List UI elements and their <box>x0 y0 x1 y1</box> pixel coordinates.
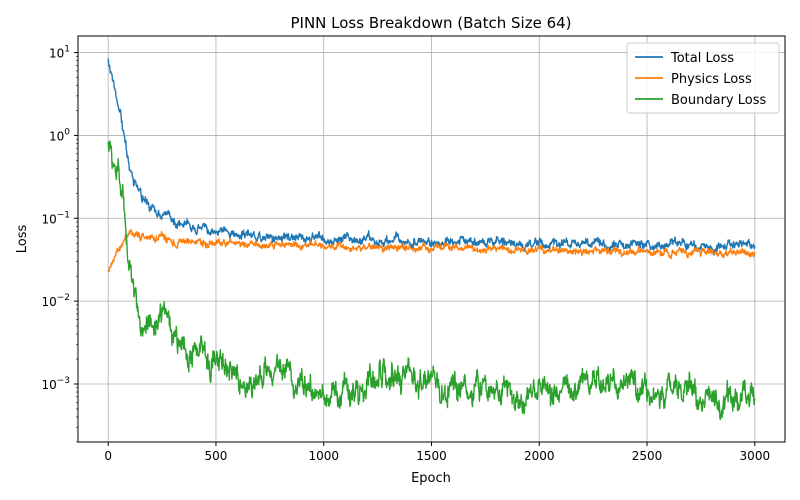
legend: Total Loss Physics Loss Boundary Loss <box>626 42 780 114</box>
y-tick-label: 10−2 <box>41 293 70 309</box>
legend-label: Total Loss <box>670 51 734 66</box>
legend-label: Boundary Loss <box>671 93 766 108</box>
y-tick-exponent: −3 <box>57 376 70 386</box>
series-line-physics-loss <box>107 229 756 273</box>
y-tick-exponent: 0 <box>64 127 70 137</box>
series-line-boundary-loss <box>107 140 756 421</box>
x-tick-label: 2500 <box>632 449 663 463</box>
y-tick-base: 10 <box>41 212 56 226</box>
x-tick-label: 500 <box>204 449 227 463</box>
y-tick-base: 10 <box>49 129 64 143</box>
series-line-total-loss <box>107 58 756 256</box>
x-tick-label: 0 <box>104 449 112 463</box>
y-tick-exponent: 1 <box>64 45 70 55</box>
y-tick-label: 10−1 <box>41 210 70 226</box>
y-tick-base: 10 <box>41 295 56 309</box>
legend-box <box>626 42 780 114</box>
y-tick-exponent: −2 <box>57 293 70 303</box>
y-tick-label: 10−3 <box>41 376 70 392</box>
x-tick-label: 2000 <box>524 449 555 463</box>
x-tick-label: 3000 <box>740 449 771 463</box>
y-tick-base: 10 <box>41 378 56 392</box>
series-lines <box>107 58 756 421</box>
chart-title: PINN Loss Breakdown (Batch Size 64) <box>290 14 571 32</box>
legend-label: Physics Loss <box>671 72 752 87</box>
axis-ticks: 0 500 1000 1500 2000 2500 300010−310−210−11001… <box>41 45 770 463</box>
y-tick-exponent: −1 <box>57 210 70 220</box>
x-tick-label: 1000 <box>308 449 339 463</box>
x-tick-label: 1500 <box>416 449 447 463</box>
y-tick-base: 10 <box>49 47 64 61</box>
y-tick-label: 100 <box>49 127 70 143</box>
y-axis-label: Loss <box>15 225 30 254</box>
x-axis-label: Epoch <box>411 471 451 486</box>
y-tick-label: 101 <box>49 45 70 61</box>
